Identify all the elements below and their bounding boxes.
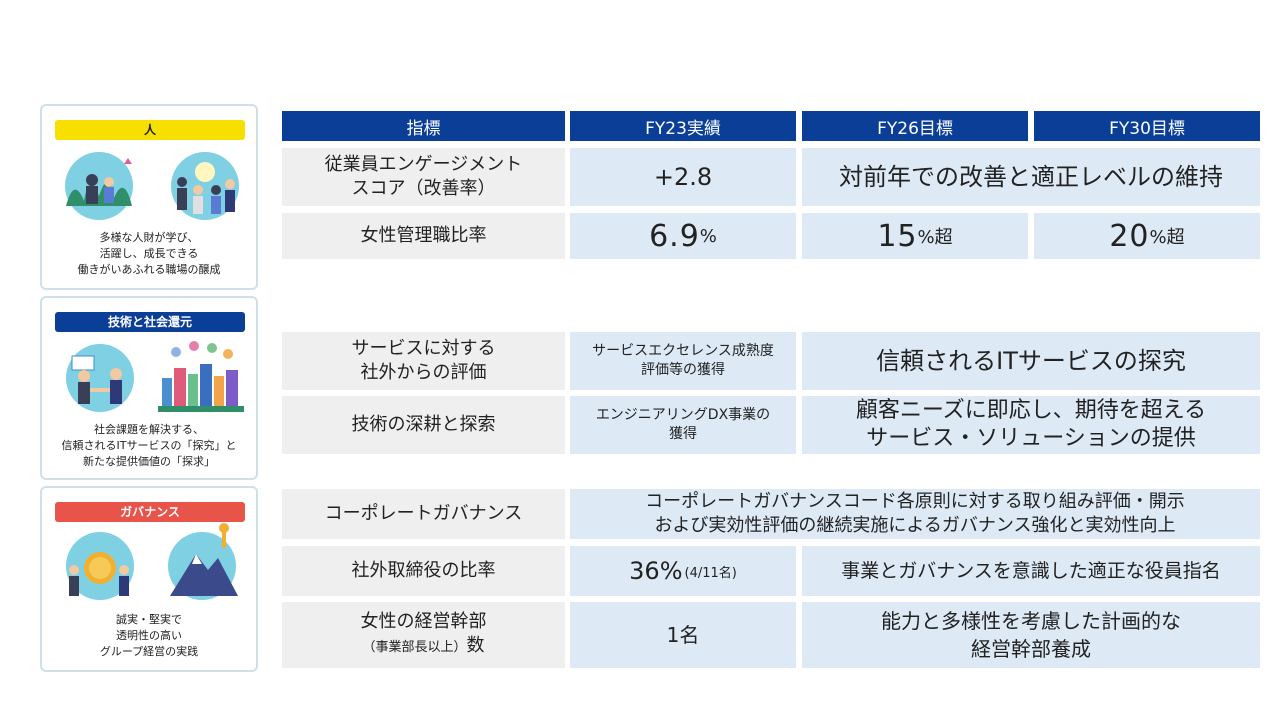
coin-illustration [66, 532, 134, 600]
category-card-governance: ガバナンス 誠実・堅実で 透明性の高い グループ経営の実践 [40, 486, 258, 672]
category-description-technology: 社会課題を解決する、 信頼されるITサービスの「探究」と 新たな提供価値の「探求… [61, 423, 237, 468]
women-managers-fy26-unit: %超 [917, 227, 953, 248]
women-executives-target: 能力と多様性を考慮した計画的な 経営幹部養成 [802, 602, 1260, 668]
handshake-illustration [66, 344, 134, 412]
people-illustration-right [171, 152, 239, 220]
outside-directors-fy23: 36% (4/11名) [570, 546, 796, 596]
header-fy26: FY26目標 [802, 111, 1028, 141]
women-managers-fy30: 20 %超 [1034, 213, 1260, 259]
service-evaluation-target: 信頼されるITサービスの探究 [802, 332, 1260, 390]
row-label-corporate-governance: コーポレートガバナンス [282, 489, 565, 539]
mountain-illustration [168, 523, 238, 600]
women-managers-fy26-number: 15 [877, 218, 918, 254]
category-description-people: 多様な人財が学び、 活躍し、成長できる 働きがいあふれる職場の醸成 [77, 231, 221, 276]
women-managers-fy23-unit: % [699, 225, 717, 247]
outside-directors-count: (4/11名) [684, 565, 737, 581]
category-description-governance: 誠実・堅実で 透明性の高い グループ経営の実践 [99, 613, 199, 658]
category-card-technology: 技術と社会還元 社会課題を解決する、 信頼されるITサービスの「探究」と 新たな… [40, 296, 258, 480]
category-card-people: 人 多様な人財が学び、 活躍し、成長できる 働きがいあふれる職場の醸成 [40, 104, 258, 290]
row-label-engagement: 従業員エンゲージメント スコア（改善率） [282, 148, 565, 206]
city-illustration [158, 341, 244, 412]
engagement-target: 対前年での改善と適正レベルの維持 [802, 148, 1260, 206]
women-managers-fy30-number: 20 [1109, 218, 1150, 254]
category-tag-technology: 技術と社会還元 [55, 312, 245, 332]
women-managers-fy26: 15 %超 [802, 213, 1028, 259]
technology-target: 顧客ニーズに即応し、期待を超える サービス・ソリューションの提供 [802, 396, 1260, 454]
outside-directors-percent: 36% [629, 557, 683, 585]
row-label-women-managers: 女性管理職比率 [282, 213, 565, 259]
category-tag-governance: ガバナンス [55, 502, 245, 522]
women-managers-fy23: 6.9% [570, 213, 796, 259]
header-metric: 指標 [282, 111, 565, 141]
row-label-technology: 技術の深耕と探索 [282, 396, 565, 454]
header-fy23: FY23実績 [570, 111, 796, 141]
women-managers-fy23-number: 6.9 [649, 218, 700, 254]
women-managers-fy30-unit: %超 [1149, 227, 1185, 248]
technology-fy23: エンジニアリングDX事業の 獲得 [570, 396, 796, 454]
row-label-women-executives: 女性の経営幹部 （事業部長以上）数 [282, 602, 565, 668]
category-tag-people: 人 [55, 120, 245, 140]
corporate-governance-value: コーポレートガバナンスコード各原則に対する取り組み評価・開示 および実効性評価の… [570, 489, 1260, 539]
header-fy30: FY30目標 [1034, 111, 1260, 141]
outside-directors-target: 事業とガバナンスを意識した適正な役員指名 [802, 546, 1260, 596]
row-label-outside-directors: 社外取締役の比率 [282, 546, 565, 596]
people-illustration-left [65, 152, 133, 220]
service-evaluation-fy23: サービスエクセレンス成熟度 評価等の獲得 [570, 332, 796, 390]
row-label-service-evaluation: サービスに対する 社外からの評価 [282, 332, 565, 390]
women-executives-fy23: 1名 [570, 602, 796, 668]
engagement-fy23-value: +2.8 [570, 148, 796, 206]
women-executives-label-main: 女性の経営幹部 [360, 611, 487, 632]
women-executives-label-sub: （事業部長以上）数 [362, 635, 485, 656]
